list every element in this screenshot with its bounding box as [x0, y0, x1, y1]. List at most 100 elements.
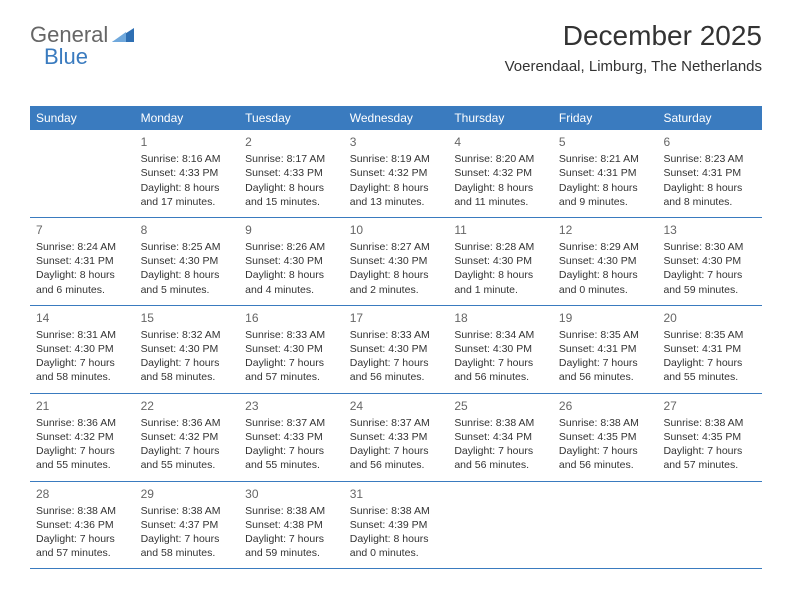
day-cell: 21Sunrise: 8:36 AMSunset: 4:32 PMDayligh…	[30, 394, 135, 481]
day-cell: 31 Sunrise: 8:38 AMSunset: 4:39 PMDayligh…	[344, 482, 449, 569]
daylight-text: Daylight: 8 hours and 6 minutes.	[36, 268, 129, 296]
sunrise-text: Sunrise: 8:35 AM	[559, 328, 652, 342]
day-cell: 13Sunrise: 8:30 AMSunset: 4:30 PMDayligh…	[657, 218, 762, 305]
sunset-text: Sunset: 4:30 PM	[245, 254, 338, 268]
day-cell: 8Sunrise: 8:25 AMSunset: 4:30 PMDaylight…	[135, 218, 240, 305]
day-number: 10	[350, 222, 443, 238]
day-number: 6	[663, 134, 756, 150]
daylight-text: Daylight: 7 hours and 58 minutes.	[141, 532, 234, 560]
sunset-text: Sunset: 4:30 PM	[141, 342, 234, 356]
sunrise-text: Sunrise: 8:38 AM	[350, 504, 443, 518]
day-number: 19	[559, 310, 652, 326]
day-cell: 7Sunrise: 8:24 AMSunset: 4:31 PMDaylight…	[30, 218, 135, 305]
weekday-header-row: Sunday Monday Tuesday Wednesday Thursday…	[30, 106, 762, 130]
daylight-text: Daylight: 8 hours and 8 minutes.	[663, 181, 756, 209]
sunset-text: Sunset: 4:30 PM	[350, 342, 443, 356]
sunrise-text: Sunrise: 8:38 AM	[559, 416, 652, 430]
daylight-text: Daylight: 7 hours and 57 minutes.	[36, 532, 129, 560]
daylight-text: Daylight: 7 hours and 56 minutes.	[350, 356, 443, 384]
daylight-text: Daylight: 8 hours and 0 minutes.	[559, 268, 652, 296]
day-cell: 5Sunrise: 8:21 AMSunset: 4:31 PMDaylight…	[553, 130, 658, 217]
day-cell: 3Sunrise: 8:19 AMSunset: 4:32 PMDaylight…	[344, 130, 449, 217]
sunset-text: Sunset: 4:31 PM	[36, 254, 129, 268]
sunset-text: Sunset: 4:39 PM	[350, 518, 443, 532]
day-number: 31	[350, 486, 443, 502]
sunset-text: Sunset: 4:33 PM	[245, 430, 338, 444]
day-cell: 11Sunrise: 8:28 AMSunset: 4:30 PMDayligh…	[448, 218, 553, 305]
day-number: 28	[36, 486, 129, 502]
daylight-text: Daylight: 8 hours and 0 minutes.	[350, 532, 443, 560]
sunset-text: Sunset: 4:30 PM	[454, 342, 547, 356]
sunrise-text: Sunrise: 8:32 AM	[141, 328, 234, 342]
weeks-container: 1Sunrise: 8:16 AMSunset: 4:33 PMDaylight…	[30, 130, 762, 569]
sunset-text: Sunset: 4:34 PM	[454, 430, 547, 444]
sunset-text: Sunset: 4:31 PM	[559, 342, 652, 356]
weekday-tuesday: Tuesday	[239, 106, 344, 130]
day-cell: 16Sunrise: 8:33 AMSunset: 4:30 PMDayligh…	[239, 306, 344, 393]
weekday-thursday: Thursday	[448, 106, 553, 130]
daylight-text: Daylight: 8 hours and 5 minutes.	[141, 268, 234, 296]
day-number: 16	[245, 310, 338, 326]
daylight-text: Daylight: 7 hours and 58 minutes.	[141, 356, 234, 384]
week-row: 1Sunrise: 8:16 AMSunset: 4:33 PMDaylight…	[30, 130, 762, 218]
sunrise-text: Sunrise: 8:37 AM	[350, 416, 443, 430]
weekday-saturday: Saturday	[657, 106, 762, 130]
sunset-text: Sunset: 4:38 PM	[245, 518, 338, 532]
daylight-text: Daylight: 7 hours and 57 minutes.	[663, 444, 756, 472]
sunrise-text: Sunrise: 8:17 AM	[245, 152, 338, 166]
daylight-text: Daylight: 7 hours and 59 minutes.	[663, 268, 756, 296]
day-cell: 14Sunrise: 8:31 AMSunset: 4:30 PMDayligh…	[30, 306, 135, 393]
week-row: 28Sunrise: 8:38 AMSunset: 4:36 PMDayligh…	[30, 482, 762, 570]
day-number: 24	[350, 398, 443, 414]
day-cell: 15Sunrise: 8:32 AMSunset: 4:30 PMDayligh…	[135, 306, 240, 393]
day-cell: 25Sunrise: 8:38 AMSunset: 4:34 PMDayligh…	[448, 394, 553, 481]
daylight-text: Daylight: 8 hours and 17 minutes.	[141, 181, 234, 209]
sunset-text: Sunset: 4:32 PM	[141, 430, 234, 444]
day-cell: 2Sunrise: 8:17 AMSunset: 4:33 PMDaylight…	[239, 130, 344, 217]
day-cell: 4Sunrise: 8:20 AMSunset: 4:32 PMDaylight…	[448, 130, 553, 217]
weekday-friday: Friday	[553, 106, 658, 130]
daylight-text: Daylight: 7 hours and 55 minutes.	[663, 356, 756, 384]
sunset-text: Sunset: 4:32 PM	[36, 430, 129, 444]
daylight-text: Daylight: 7 hours and 56 minutes.	[559, 444, 652, 472]
day-cell: 24 Sunrise: 8:37 AMSunset: 4:33 PMDayligh…	[344, 394, 449, 481]
day-cell: 1Sunrise: 8:16 AMSunset: 4:33 PMDaylight…	[135, 130, 240, 217]
sunset-text: Sunset: 4:30 PM	[36, 342, 129, 356]
sunset-text: Sunset: 4:33 PM	[141, 166, 234, 180]
weekday-wednesday: Wednesday	[344, 106, 449, 130]
sunrise-text: Sunrise: 8:24 AM	[36, 240, 129, 254]
day-number: 9	[245, 222, 338, 238]
week-row: 21Sunrise: 8:36 AMSunset: 4:32 PMDayligh…	[30, 394, 762, 482]
day-cell: 26Sunrise: 8:38 AMSunset: 4:35 PMDayligh…	[553, 394, 658, 481]
header: December 2025 Voerendaal, Limburg, The N…	[505, 20, 762, 75]
day-number: 22	[141, 398, 234, 414]
day-cell: 17Sunrise: 8:33 AMSunset: 4:30 PMDayligh…	[344, 306, 449, 393]
day-cell: 28Sunrise: 8:38 AMSunset: 4:36 PMDayligh…	[30, 482, 135, 569]
sunset-text: Sunset: 4:30 PM	[350, 254, 443, 268]
sunset-text: Sunset: 4:32 PM	[350, 166, 443, 180]
daylight-text: Daylight: 8 hours and 4 minutes.	[245, 268, 338, 296]
sunset-text: Sunset: 4:31 PM	[663, 166, 756, 180]
daylight-text: Daylight: 8 hours and 13 minutes.	[350, 181, 443, 209]
sunrise-text: Sunrise: 8:38 AM	[663, 416, 756, 430]
day-number: 8	[141, 222, 234, 238]
day-number: 14	[36, 310, 129, 326]
logo-triangle-icon	[112, 22, 134, 48]
sunset-text: Sunset: 4:33 PM	[245, 166, 338, 180]
daylight-text: Daylight: 8 hours and 11 minutes.	[454, 181, 547, 209]
sunrise-text: Sunrise: 8:38 AM	[36, 504, 129, 518]
sunrise-text: Sunrise: 8:16 AM	[141, 152, 234, 166]
daylight-text: Daylight: 7 hours and 56 minutes.	[350, 444, 443, 472]
day-cell: 9Sunrise: 8:26 AMSunset: 4:30 PMDaylight…	[239, 218, 344, 305]
day-cell: 6Sunrise: 8:23 AMSunset: 4:31 PMDaylight…	[657, 130, 762, 217]
location-text: Voerendaal, Limburg, The Netherlands	[505, 58, 762, 75]
sunset-text: Sunset: 4:35 PM	[663, 430, 756, 444]
sunset-text: Sunset: 4:33 PM	[350, 430, 443, 444]
day-cell: 19Sunrise: 8:35 AMSunset: 4:31 PMDayligh…	[553, 306, 658, 393]
sunrise-text: Sunrise: 8:31 AM	[36, 328, 129, 342]
day-number: 17	[350, 310, 443, 326]
sunset-text: Sunset: 4:31 PM	[663, 342, 756, 356]
sunrise-text: Sunrise: 8:34 AM	[454, 328, 547, 342]
week-row: 7Sunrise: 8:24 AMSunset: 4:31 PMDaylight…	[30, 218, 762, 306]
sunset-text: Sunset: 4:30 PM	[141, 254, 234, 268]
